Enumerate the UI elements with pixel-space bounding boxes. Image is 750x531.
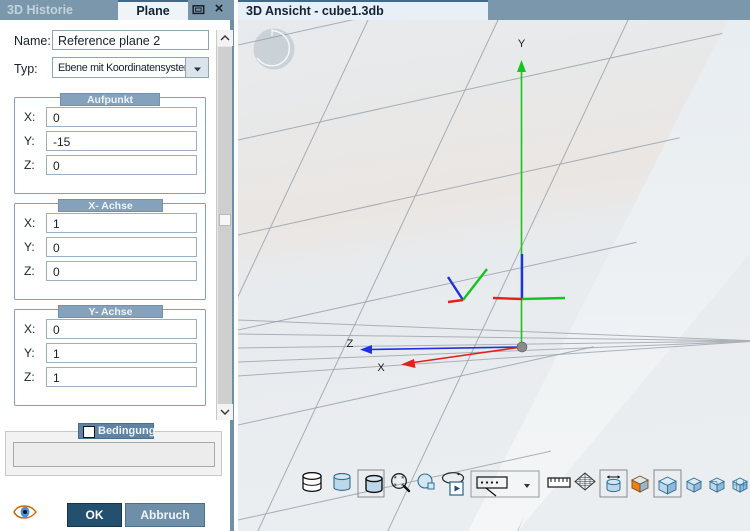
svg-text:Z: Z: [347, 338, 354, 350]
svg-text:X: X: [377, 362, 385, 374]
svg-text:Y: Y: [518, 38, 526, 50]
